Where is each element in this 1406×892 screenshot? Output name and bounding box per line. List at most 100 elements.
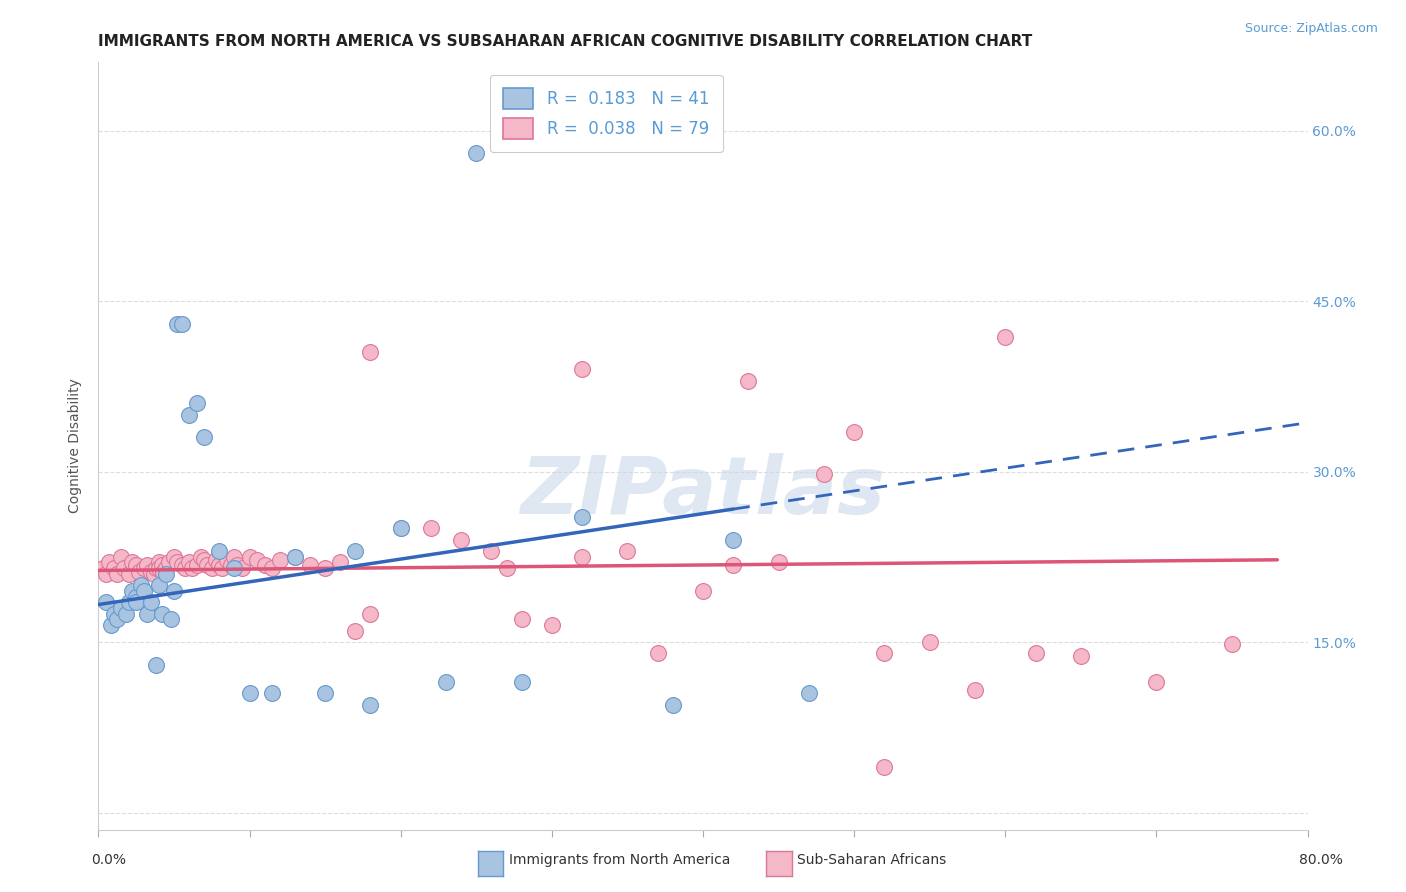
Point (170, 317, 193, 331)
Point (360, 698, 382, 712)
Point (571, 362, 593, 376)
Point (221, 558, 243, 572)
Point (994, 330, 1017, 344)
Point (150, 607, 173, 621)
Point (284, 549, 307, 564)
Point (160, 612, 183, 626)
Point (215, 553, 238, 567)
Text: Source: ZipAtlas.com: Source: ZipAtlas.com (1244, 22, 1378, 36)
Point (918, 635, 941, 649)
Point (141, 565, 163, 579)
Point (450, 533, 472, 547)
Point (121, 583, 143, 598)
Point (224, 549, 246, 564)
Point (246, 553, 269, 567)
Point (91, 561, 114, 575)
Point (148, 578, 170, 592)
Point (723, 533, 745, 547)
Point (253, 558, 276, 572)
Text: IMMIGRANTS FROM NORTH AMERICA VS SUBSAHARAN AFRICAN COGNITIVE DISABILITY CORRELA: IMMIGRANTS FROM NORTH AMERICA VS SUBSAHA… (98, 34, 1032, 49)
Point (1024, 647, 1046, 661)
Point (768, 556, 790, 570)
Point (284, 549, 307, 564)
Point (173, 561, 195, 575)
Point (873, 647, 896, 661)
Point (723, 558, 745, 572)
Point (239, 686, 262, 700)
Point (118, 595, 141, 609)
Point (125, 590, 148, 604)
Point (226, 558, 249, 572)
Point (205, 553, 228, 567)
Point (145, 561, 167, 575)
Point (98, 556, 121, 570)
Point (186, 558, 208, 572)
Point (128, 565, 150, 579)
Point (420, 521, 443, 535)
Point (148, 561, 170, 575)
Text: Sub-Saharan Africans: Sub-Saharan Africans (797, 853, 946, 867)
Point (110, 549, 132, 564)
Point (105, 612, 128, 626)
Point (170, 558, 193, 572)
Point (148, 556, 170, 570)
Point (344, 544, 367, 558)
Point (179, 408, 201, 422)
Point (193, 430, 215, 444)
Point (224, 561, 246, 575)
Point (797, 686, 820, 700)
Point (262, 561, 284, 575)
Point (360, 607, 382, 621)
Point (495, 561, 517, 575)
Y-axis label: Cognitive Disability: Cognitive Disability (69, 378, 83, 514)
Point (813, 467, 835, 481)
Point (94, 566, 117, 581)
Point (121, 556, 143, 570)
Point (155, 566, 177, 581)
Point (166, 317, 188, 331)
Point (179, 556, 201, 570)
Point (344, 624, 367, 638)
Point (135, 558, 157, 572)
Point (166, 556, 188, 570)
Point (262, 686, 284, 700)
Point (269, 553, 291, 567)
Point (190, 549, 212, 564)
Point (540, 618, 562, 632)
Point (510, 674, 533, 689)
Point (105, 566, 128, 581)
Point (152, 565, 174, 579)
Point (692, 583, 714, 598)
Point (193, 553, 215, 567)
Point (129, 578, 152, 592)
Point (143, 566, 166, 581)
Point (1070, 648, 1092, 663)
Point (103, 561, 125, 575)
Point (125, 558, 148, 572)
Point (1144, 674, 1167, 689)
Point (616, 544, 638, 558)
Point (434, 674, 457, 689)
Point (299, 558, 322, 572)
Point (100, 618, 122, 632)
Point (135, 607, 157, 621)
Point (159, 556, 181, 570)
Point (132, 561, 155, 575)
Point (510, 612, 533, 626)
Point (141, 595, 163, 609)
Point (145, 657, 167, 672)
Point (155, 561, 177, 575)
Point (965, 682, 987, 697)
Point (239, 549, 262, 564)
Point (195, 558, 218, 572)
Point (163, 583, 186, 598)
Point (314, 561, 336, 575)
Point (163, 549, 186, 564)
Point (211, 561, 233, 575)
Point (125, 595, 148, 609)
Point (114, 607, 136, 621)
Point (110, 601, 132, 615)
Text: 0.0%: 0.0% (91, 853, 127, 867)
Point (118, 566, 141, 581)
Point (329, 556, 352, 570)
